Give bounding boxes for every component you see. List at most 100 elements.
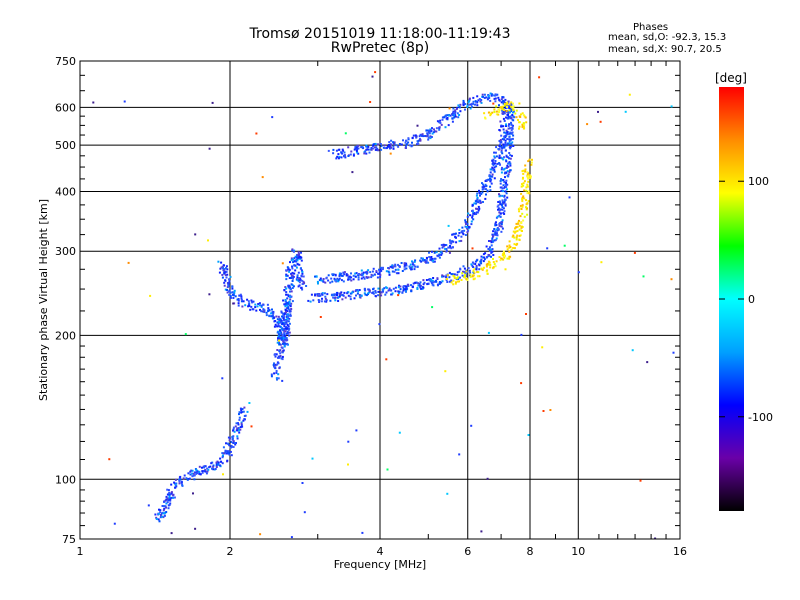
phases-title: Phases [633,22,669,33]
o-mode-point [334,299,337,302]
o-mode-point [449,245,451,248]
o-mode-point [377,290,380,293]
o-mode-point [358,273,360,275]
o-mode-point [217,461,220,464]
o-mode-point [489,177,491,180]
x-mode-point [509,255,512,258]
o-mode-point [282,312,285,315]
o-mode-point [246,410,249,413]
noise-point [208,147,211,150]
o-mode-point [503,119,506,122]
o-mode-point [482,201,484,203]
o-mode-point [330,294,333,297]
o-mode-point [363,277,366,280]
o-mode-point [416,286,419,289]
o-mode-point [488,240,491,242]
noise-point [448,107,451,110]
o-mode-point [501,109,504,112]
o-mode-point [505,192,508,195]
x-mode-point [500,106,503,109]
o-mode-point [468,97,471,100]
o-mode-point [283,339,286,342]
o-mode-point [377,294,380,297]
o-mode-point [466,106,469,108]
x-mode-point [486,272,489,275]
o-mode-point [286,343,288,346]
o-mode-point [274,320,277,322]
o-mode-point [494,97,497,100]
o-mode-point [161,505,164,507]
o-mode-point [288,327,291,330]
o-mode-point [170,496,173,499]
o-mode-point [280,311,283,314]
x-mode-point [513,243,516,246]
o-mode-point [283,289,286,291]
o-mode-point [317,299,320,301]
o-mode-point [481,186,484,189]
o-mode-point [354,272,357,275]
o-mode-point [229,446,232,449]
o-mode-point [494,224,497,227]
x-mode-point [511,102,514,105]
o-mode-point [170,491,173,494]
x-mode-point [527,177,529,180]
o-mode-point [222,446,225,449]
o-mode-point [229,450,232,453]
o-mode-point [453,111,456,114]
o-mode-point [505,181,507,184]
o-mode-point [430,259,433,262]
o-mode-point [491,162,494,165]
o-mode-point [289,290,291,293]
o-mode-point [370,276,373,279]
o-mode-point [494,160,497,162]
o-mode-point [237,422,239,425]
o-mode-point [386,145,389,148]
o-mode-point [426,133,429,136]
o-mode-point [494,231,497,234]
o-mode-point [270,375,273,378]
o-mode-point [499,182,502,185]
o-mode-point [474,202,477,205]
o-mode-point [511,141,514,144]
o-mode-point [502,184,505,187]
o-mode-point [510,117,513,120]
o-mode-point [286,317,289,320]
o-mode-point [220,261,223,264]
o-mode-point [383,287,386,290]
o-mode-point [410,290,413,293]
o-mode-point [215,466,218,468]
o-mode-point [513,116,516,119]
o-mode-point [330,277,333,280]
o-mode-point [501,199,504,202]
o-mode-point [280,310,283,313]
o-mode-point [343,291,346,294]
o-mode-point [507,127,510,130]
y-tick-label: 600 [55,101,76,114]
o-mode-point [509,169,512,172]
noise-point [642,275,645,278]
o-mode-point [500,168,503,171]
o-mode-point [483,256,485,259]
o-mode-point [472,100,475,103]
o-mode-point [357,147,360,150]
x-mode-point [453,276,456,279]
o-mode-point [494,100,497,103]
o-mode-point [502,143,505,146]
x-mode-point [522,195,525,198]
o-mode-point [319,294,322,297]
noise-point [303,511,306,514]
o-mode-point [432,281,435,284]
o-mode-point [441,274,444,277]
o-mode-point [226,273,229,276]
o-mode-point [356,151,359,154]
o-mode-point [418,284,421,287]
o-mode-point [393,265,396,268]
o-mode-point [411,141,413,144]
x-mode-point [524,164,527,167]
o-mode-point [494,94,496,97]
x-mode-point [518,234,521,237]
o-mode-point [317,293,320,296]
o-mode-point [275,371,278,374]
o-mode-point [278,325,281,328]
o-mode-point [198,465,201,468]
